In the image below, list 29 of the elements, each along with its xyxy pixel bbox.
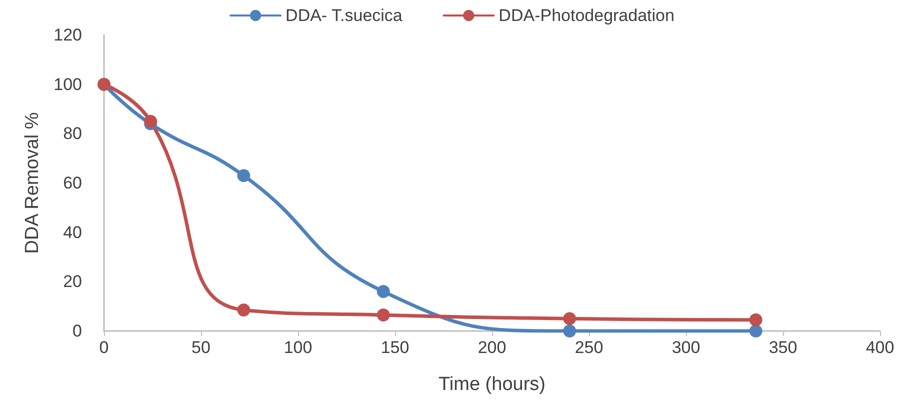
point [376, 285, 390, 298]
point [376, 308, 390, 322]
legend-label: DDA-Photodegradation [498, 6, 674, 25]
y-axis-title: DDA Removal % [22, 112, 43, 254]
point [749, 313, 762, 326]
y-tick-label: 40 [63, 222, 82, 242]
x-tick-label: 250 [574, 338, 604, 357]
x-axis-title: Time (hours) [438, 374, 546, 395]
y-tick-label: 60 [63, 174, 82, 192]
y-tick-label: 100 [54, 74, 82, 94]
legend-label: DDA- T.suecica [286, 6, 403, 25]
x-tick-label: 100 [284, 338, 312, 357]
point [563, 312, 576, 326]
x-tick-label: 50 [192, 338, 210, 357]
x-tick-label: 350 [768, 338, 798, 357]
point [237, 304, 250, 317]
point [563, 324, 576, 338]
y-tick-label: 20 [63, 272, 82, 292]
y-tick-label: 0 [72, 322, 82, 340]
x-tick-label: 400 [866, 338, 894, 357]
point [144, 114, 158, 128]
y-tick-label: 80 [63, 124, 82, 144]
x-tick-label: 150 [380, 338, 410, 357]
point [749, 324, 762, 338]
x-tick-label: 200 [478, 338, 506, 357]
x-tick-label: 300 [672, 338, 700, 357]
point [237, 169, 250, 182]
x-tick-label: 0 [99, 338, 109, 357]
y-tick-label: 120 [54, 26, 82, 44]
